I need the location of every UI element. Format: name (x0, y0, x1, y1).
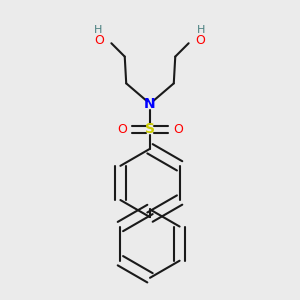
Text: H: H (94, 25, 102, 35)
Text: O: O (173, 123, 183, 136)
Text: O: O (94, 34, 104, 47)
Text: S: S (145, 122, 155, 136)
Text: O: O (117, 123, 127, 136)
Text: N: N (144, 97, 156, 111)
Text: O: O (196, 34, 206, 47)
Text: H: H (197, 25, 206, 35)
